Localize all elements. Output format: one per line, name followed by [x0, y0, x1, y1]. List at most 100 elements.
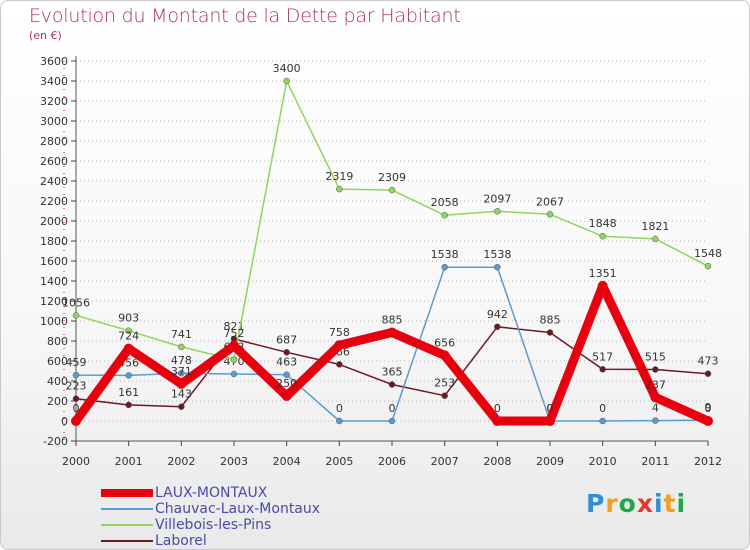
data-label: 656	[434, 336, 455, 349]
y-axis-ticks: -200 0 200 400 600 800 1000 1200 1400 1600 1800 200…	[40, 55, 76, 448]
legend-label: Laborel	[155, 533, 207, 549]
data-label: 741	[171, 328, 192, 341]
data-point	[178, 343, 185, 351]
data-label: 0	[336, 402, 343, 415]
x-tick-label: 2008	[483, 455, 511, 468]
chart-subtitle: (en €)	[29, 29, 62, 42]
data-point	[125, 327, 132, 334]
data-point	[652, 366, 659, 373]
data-label: 2097	[483, 192, 511, 205]
y-tick-label: 3600	[40, 55, 68, 68]
data-point	[176, 378, 187, 389]
x-tick-label: 2007	[431, 455, 459, 468]
data-label: 3400	[273, 62, 301, 75]
data-label: 0	[599, 402, 606, 415]
data-label: 223	[66, 380, 87, 393]
data-label: 253	[434, 377, 455, 390]
data-point	[336, 361, 343, 368]
x-tick-label: 2006	[378, 455, 406, 468]
data-label: 143	[171, 388, 192, 401]
data-point	[281, 391, 292, 401]
data-point	[704, 262, 712, 270]
data-point	[599, 366, 606, 373]
data-label: 161	[118, 386, 139, 399]
data-point	[599, 417, 606, 425]
data-point	[388, 186, 396, 194]
chart-title: Evolution du Montant de la Dette par Hab…	[29, 5, 461, 27]
y-tick-label: 1200	[40, 295, 68, 308]
data-label: 0	[705, 402, 712, 415]
x-tick-label: 2002	[167, 455, 195, 468]
data-point	[704, 370, 712, 377]
legend-label: LAUX-MONTAUX	[155, 485, 268, 501]
y-tick-label: 200	[47, 395, 68, 408]
y-tick-label: 600	[47, 355, 68, 368]
data-label: 903	[118, 312, 139, 325]
data-label: 237	[645, 378, 666, 391]
data-label: 4	[652, 402, 659, 415]
data-point	[650, 392, 661, 403]
x-tick-label: 2003	[220, 455, 248, 468]
y-tick-label: -200	[43, 435, 68, 448]
legend-swatch	[101, 524, 153, 526]
x-tick-label: 2011	[641, 455, 669, 468]
x-axis-ticks: 2000 2001 2002 2003 2004 2005 2006 2007 2008 2009…	[62, 441, 722, 468]
data-label: 0	[494, 402, 501, 415]
data-label: 1538	[483, 248, 511, 261]
data-point	[599, 232, 606, 240]
data-label: 1548	[694, 247, 722, 260]
data-point	[71, 416, 81, 426]
data-point	[652, 235, 659, 243]
legend-swatch	[101, 489, 153, 497]
data-label: 752	[224, 327, 245, 340]
data-point	[336, 417, 343, 425]
data-point	[439, 350, 450, 361]
data-point	[494, 208, 501, 215]
data-point	[336, 185, 343, 193]
data-label: 2058	[431, 196, 459, 209]
data-label: 1056	[62, 296, 90, 309]
data-label: 517	[592, 350, 613, 363]
data-point	[283, 77, 290, 85]
data-point	[125, 372, 132, 379]
data-point	[441, 211, 448, 219]
data-point	[230, 356, 238, 363]
legend-label: Chauvac-Laux-Montaux	[155, 501, 321, 517]
y-tick-label: 2800	[40, 135, 68, 148]
y-gridlines	[76, 60, 708, 442]
data-label: 515	[645, 351, 666, 364]
logo-letter: r	[605, 489, 619, 518]
logo-letter: P	[586, 489, 606, 518]
data-label: 473	[698, 355, 719, 368]
data-point	[125, 401, 132, 409]
data-label: 2309	[378, 171, 406, 184]
data-point	[494, 323, 501, 331]
y-tick-label: 2400	[40, 175, 68, 188]
x-tick-label: 2005	[325, 455, 353, 468]
x-tick-label: 2010	[589, 455, 617, 468]
data-point	[388, 381, 396, 388]
data-label: 371	[171, 365, 192, 378]
data-label: 2067	[536, 195, 564, 208]
y-tick-label: 400	[47, 375, 68, 388]
series-villebois-les-pins: 1056903741613340023192309205820972067184…	[62, 62, 722, 363]
data-point	[492, 416, 503, 426]
data-point	[652, 417, 659, 424]
x-tick-label: 2009	[536, 455, 564, 468]
logo-letter: t	[663, 489, 677, 518]
y-tick-label: 2200	[40, 195, 68, 208]
data-point	[546, 211, 554, 218]
data-label: 2319	[325, 170, 353, 183]
series-laux-montaux: 0 724 371 752 250 758 885 656 0 0 1351 237 0	[71, 267, 713, 426]
legend-swatch	[101, 540, 153, 542]
data-label: 250	[276, 377, 297, 390]
data-point	[388, 417, 396, 425]
line-chart: -200020040060080010001200140016001800200…	[40, 55, 722, 468]
data-point	[334, 340, 345, 351]
data-label: 758	[329, 326, 350, 339]
data-label: 687	[276, 333, 297, 346]
legend-label: Villebois-les-Pins	[155, 517, 272, 533]
data-point	[441, 392, 448, 399]
data-label: 885	[382, 314, 403, 327]
